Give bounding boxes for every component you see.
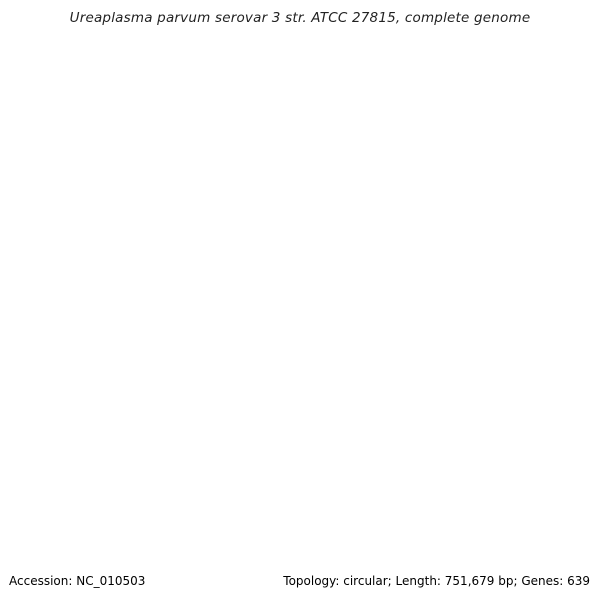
map-title: Ureaplasma parvum serovar 3 str. ATCC 27…	[69, 10, 531, 26]
genome-summary: Topology: circular; Length: 751,679 bp; …	[283, 574, 590, 588]
accession-label: Accession: NC_010503	[9, 574, 146, 588]
